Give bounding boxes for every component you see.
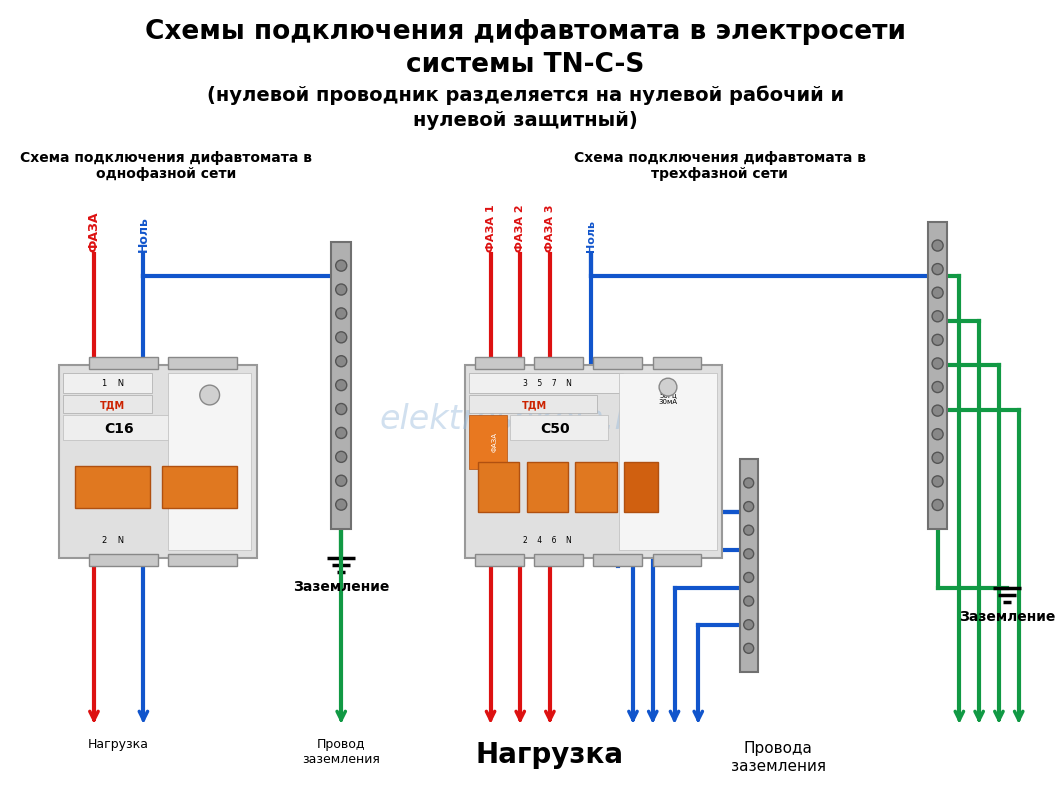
Text: Заземление: Заземление [293,580,390,594]
Text: 400В
50Гц
30мА: 400В 50Гц 30мА [658,385,678,405]
Bar [510,414,607,440]
Text: ФАЗА 1: ФАЗА 1 [485,204,496,252]
Bar [594,357,643,369]
Text: Нагрузка: Нагрузка [476,741,623,769]
Text: Заземление: Заземление [959,610,1055,623]
Circle shape [743,596,754,606]
Text: (нулевой проводник разделяется на нулевой рабочий и: (нулевой проводник разделяется на нулево… [207,86,843,105]
Bar [331,241,352,529]
Bar [64,414,172,440]
Circle shape [932,381,943,392]
Bar [594,554,643,566]
Bar [59,365,257,558]
Text: 1    N: 1 N [102,379,124,387]
Text: Схема подключения дифавтомата в
однофазной сети: Схема подключения дифавтомата в однофазн… [20,151,312,181]
Circle shape [336,356,347,367]
Bar [168,554,238,566]
Text: C16: C16 [104,422,134,436]
Bar [162,465,238,508]
Text: ФАЗА 2: ФАЗА 2 [515,204,526,252]
Bar [475,554,524,566]
Text: Ноль: Ноль [586,220,597,252]
Circle shape [932,453,943,464]
Circle shape [200,385,220,405]
Circle shape [932,264,943,275]
Bar [740,459,757,672]
Circle shape [743,619,754,630]
Circle shape [336,308,347,319]
Circle shape [932,334,943,345]
Bar [64,373,152,393]
Text: ТДМ: ТДМ [100,400,125,410]
Bar [168,373,252,550]
Bar [624,462,657,512]
Bar [527,462,568,512]
Text: 2    4    6    N: 2 4 6 N [523,536,571,545]
Bar [652,554,701,566]
Text: Провода
заземления: Провода заземления [731,741,826,773]
Circle shape [336,380,347,391]
Circle shape [932,405,943,416]
Text: Нагрузка: Нагрузка [88,738,149,751]
Bar [75,465,151,508]
Text: системы TN-C-S: системы TN-C-S [406,52,645,78]
Circle shape [932,358,943,369]
Circle shape [743,643,754,653]
Text: C50: C50 [541,422,569,436]
Circle shape [743,502,754,511]
Circle shape [932,499,943,511]
Circle shape [932,476,943,487]
Circle shape [932,310,943,322]
Text: elektroshkola.ru: elektroshkola.ru [379,403,650,436]
Text: ФАЗА: ФАЗА [492,433,497,453]
Circle shape [336,427,347,438]
Bar [468,414,508,469]
Text: ФАЗА: ФАЗА [87,211,101,252]
Text: ТДМ: ТДМ [521,400,547,410]
Text: Схема подключения дифавтомата в
трехфазной сети: Схема подключения дифавтомата в трехфазн… [573,151,866,181]
Text: 3    5    7    N: 3 5 7 N [523,379,571,387]
Text: 2    N: 2 N [102,536,124,545]
Bar [534,554,583,566]
Bar [928,222,947,529]
Bar [619,373,717,550]
Text: ФАЗА 3: ФАЗА 3 [545,204,555,252]
Circle shape [932,240,943,251]
Circle shape [743,525,754,535]
Bar [478,462,519,512]
Bar [64,395,152,413]
Bar [534,357,583,369]
Circle shape [336,499,347,511]
Text: нулевой защитный): нулевой защитный) [413,111,637,130]
Circle shape [932,287,943,299]
Circle shape [743,572,754,583]
Circle shape [336,332,347,343]
Circle shape [336,284,347,295]
Bar [475,357,524,369]
Text: Провод
заземления: Провод заземления [303,738,380,766]
Bar [89,357,158,369]
Circle shape [336,403,347,414]
Bar [168,357,238,369]
Bar [652,357,701,369]
Bar [468,373,623,393]
Bar [576,462,617,512]
Circle shape [336,260,347,272]
Circle shape [743,549,754,559]
Circle shape [743,478,754,488]
Text: Схемы подключения дифавтомата в электросети: Схемы подключения дифавтомата в электрос… [144,19,906,45]
Circle shape [336,475,347,486]
Bar [465,365,722,558]
Circle shape [932,429,943,440]
Circle shape [336,451,347,462]
Text: Ноль: Ноль [137,216,150,252]
Circle shape [660,378,676,396]
Bar [468,395,597,413]
Bar [89,554,158,566]
